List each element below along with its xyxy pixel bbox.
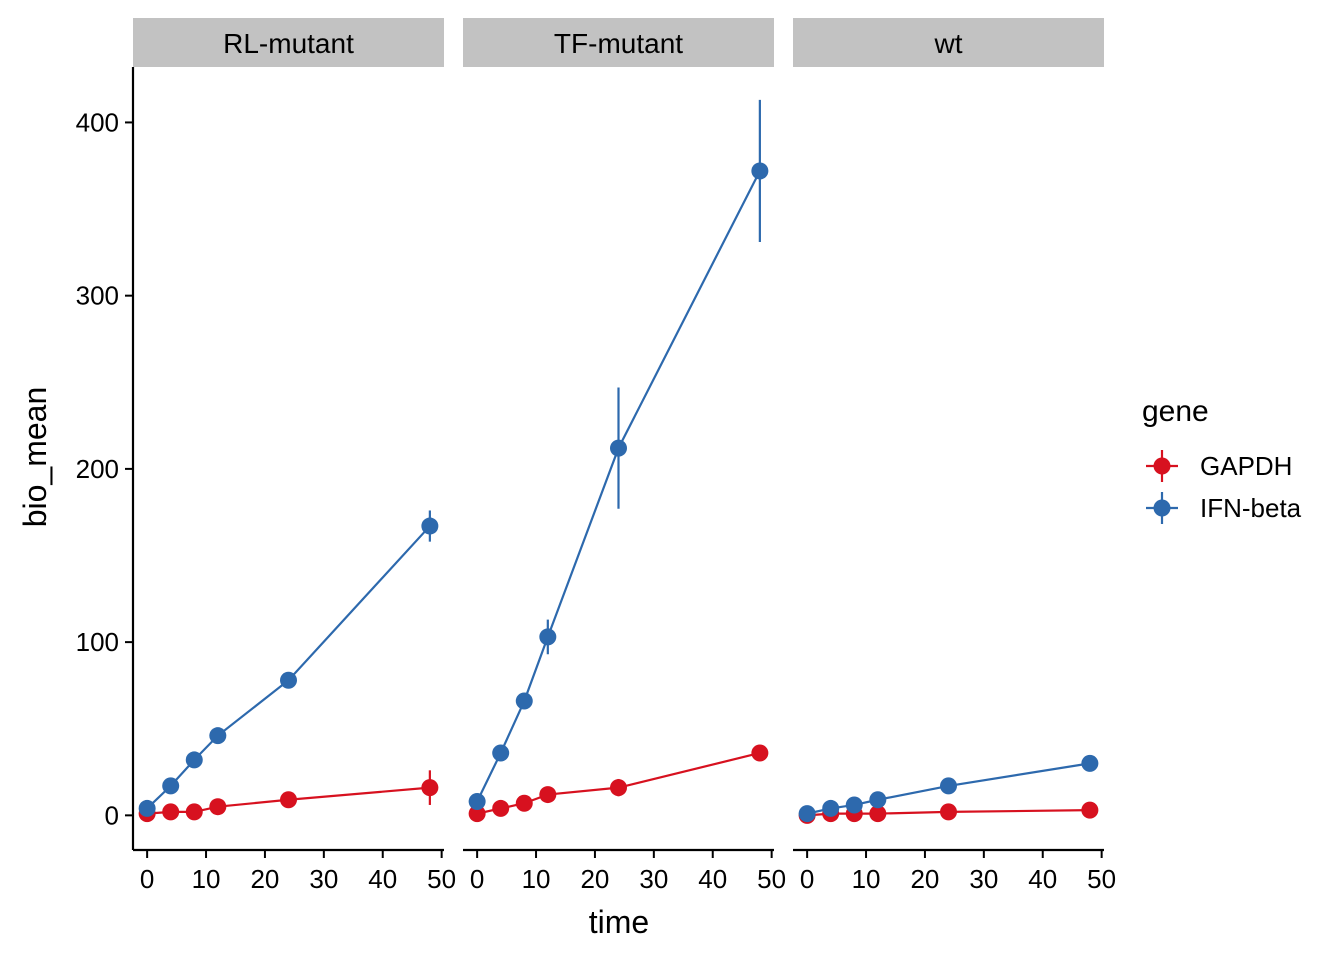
data-point-ifn-beta (421, 517, 439, 535)
x-tick-label: 20 (580, 864, 609, 894)
y-tick-label: 100 (76, 627, 119, 657)
data-point-ifn-beta (822, 799, 840, 817)
legend-label: GAPDH (1200, 451, 1292, 481)
data-point-gapdh (185, 803, 203, 821)
facet-strip (793, 18, 1104, 67)
facet-panel-wt: wt 0 10 20 30 40 50 (793, 18, 1116, 894)
legend: gene GAPDH IFN-beta (1142, 395, 1302, 524)
legend-key-point (1153, 499, 1171, 517)
x-tick-label: 20 (250, 864, 279, 894)
legend-title: gene (1142, 395, 1209, 428)
x-tick-label: 0 (140, 864, 154, 894)
x-tick-label: 30 (309, 864, 338, 894)
legend-entries: GAPDH IFN-beta (1146, 450, 1302, 524)
data-point-gapdh (539, 786, 557, 804)
data-point-ifn-beta (492, 744, 510, 762)
series-line-ifn-beta (476, 170, 761, 802)
data-point-ifn-beta (185, 751, 203, 769)
x-tick-label: 40 (368, 864, 397, 894)
y-axis-title: bio_mean (17, 387, 53, 528)
facet-strip-label: wt (934, 28, 963, 59)
data-point-gapdh (421, 779, 439, 797)
data-point-gapdh (209, 798, 227, 816)
data-point-gapdh (610, 779, 627, 797)
legend-key-point (1153, 457, 1171, 475)
x-tick-label: 10 (522, 864, 551, 894)
data-point-ifn-beta (468, 792, 486, 810)
data-point-ifn-beta (138, 799, 156, 817)
data-point-ifn-beta (940, 777, 957, 795)
y-tick-label: 300 (76, 281, 119, 311)
data-point-gapdh (280, 791, 297, 809)
x-tick-label: 30 (969, 864, 998, 894)
x-tick-label: 50 (1087, 864, 1116, 894)
x-tick-label: 40 (1028, 864, 1057, 894)
series-ifn-beta (138, 510, 439, 817)
x-tick-label: 50 (757, 864, 786, 894)
y-tick-label: 400 (76, 107, 119, 137)
data-point-ifn-beta (515, 692, 533, 710)
data-point-gapdh (468, 805, 486, 823)
data-point-ifn-beta (751, 162, 769, 180)
x-axis-title: time (589, 904, 649, 940)
x-tick-label: 30 (639, 864, 668, 894)
legend-entry-ifn-beta: IFN-beta (1146, 492, 1302, 524)
y-tick-label: 200 (76, 454, 119, 484)
series-ifn-beta (468, 99, 769, 810)
series-gapdh (468, 744, 769, 823)
legend-entry-gapdh: GAPDH (1146, 450, 1292, 482)
data-point-gapdh (940, 803, 957, 821)
data-point-ifn-beta (798, 805, 816, 823)
facet-strip (463, 18, 774, 67)
x-tick-label: 10 (852, 864, 881, 894)
data-point-gapdh (869, 805, 887, 823)
data-point-gapdh (162, 803, 180, 821)
facet-strip (133, 18, 444, 67)
data-point-ifn-beta (162, 777, 180, 795)
x-tick-label: 10 (192, 864, 221, 894)
data-point-ifn-beta (539, 628, 557, 646)
x-tick-label: 40 (698, 864, 727, 894)
series-ifn-beta (798, 754, 1099, 823)
y-tick-label: 0 (105, 800, 119, 830)
data-point-ifn-beta (869, 791, 887, 809)
series-gapdh (138, 770, 439, 823)
series-gapdh (798, 801, 1099, 824)
data-point-ifn-beta (845, 796, 863, 814)
data-point-ifn-beta (209, 727, 227, 745)
data-point-gapdh (515, 794, 533, 812)
data-point-gapdh (751, 744, 769, 762)
facet-strip-label: RL-mutant (223, 28, 354, 59)
data-point-ifn-beta (610, 439, 627, 457)
x-tick-label: 50 (427, 864, 456, 894)
facet-panel-tf-mutant: TF-mutant 0 10 20 30 40 50 (463, 18, 786, 894)
facet-strip-label: TF-mutant (554, 28, 683, 59)
facet-panel-rl-mutant: RL-mutant 0 10 20 30 40 50 0 100 200 300 400 (76, 18, 456, 894)
data-point-gapdh (1081, 801, 1099, 819)
data-point-ifn-beta (1081, 754, 1099, 772)
x-tick-label: 0 (470, 864, 484, 894)
legend-label: IFN-beta (1200, 493, 1302, 523)
data-point-gapdh (492, 799, 510, 817)
x-tick-label: 20 (910, 864, 939, 894)
x-tick-label: 0 (800, 864, 814, 894)
data-point-ifn-beta (280, 671, 297, 689)
